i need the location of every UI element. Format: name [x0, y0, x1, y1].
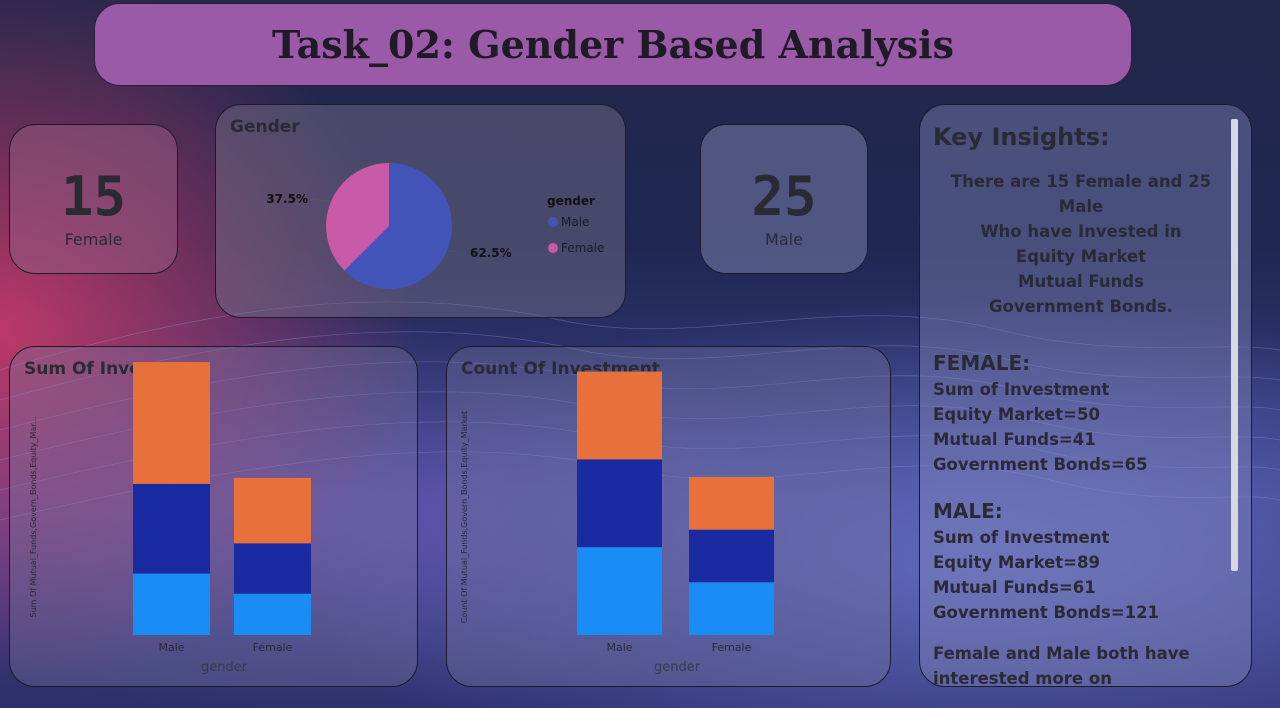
- insights-footer-line: interested more on Government: [933, 669, 1112, 687]
- insights-intro-line: Who have Invested in: [980, 222, 1182, 241]
- female-insight-line: Equity Market=50: [933, 405, 1100, 424]
- male-insight-line: Equity Market=89: [933, 553, 1100, 572]
- male-count-label: Male: [765, 230, 803, 249]
- male-insight-line: Government Bonds=121: [933, 603, 1160, 622]
- insights-intro-line: Mutual Funds: [1018, 272, 1144, 291]
- pie-slice-female[interactable]: [326, 163, 389, 271]
- bar-segment-equity-male[interactable]: [133, 573, 210, 635]
- count-investment-bar-chart: Male Female gender Count Of Mutual_Funds,Go…: [460, 371, 774, 675]
- sum-investment-bar-chart: Male Female gender Sum Of Mutual_Funds,Gove…: [29, 362, 311, 675]
- x-tick-label: Female: [253, 641, 293, 654]
- x-tick-label: Female: [712, 641, 752, 654]
- female-insight-line: Mutual Funds=41: [933, 430, 1096, 449]
- pie-legend-item[interactable]: Male: [561, 215, 589, 229]
- male-insight-line: Mutual Funds=61: [933, 578, 1096, 597]
- female-insight-line: Sum of Investment: [933, 380, 1110, 399]
- pie-slice-male[interactable]: [344, 163, 452, 289]
- title-banner: Task_02: Gender Based Analysis: [94, 3, 1132, 86]
- bar-segment-bonds-male[interactable]: [133, 362, 210, 484]
- insights-intro-line: Equity Market: [1015, 247, 1147, 266]
- insights-footer-line: Female and Male both have: [933, 644, 1190, 663]
- bar-segment-mutual-male[interactable]: [133, 483, 210, 574]
- y-axis-title: Count Of Mutual_Funds,Govern_Bonds,Equit…: [460, 411, 469, 623]
- male-section-heading: MALE:: [933, 499, 1003, 523]
- female-count-card[interactable]: 15 Female: [9, 124, 178, 274]
- pie-chart-title: Gender: [230, 117, 300, 137]
- gender-pie-chart: 62.5% 37.5% gender Male Female: [266, 163, 604, 289]
- male-insight-line: Sum of Investment: [933, 528, 1110, 547]
- male-count-card[interactable]: 25 Male: [700, 124, 868, 274]
- male-count-value: 25: [751, 165, 817, 228]
- insights-scrollbar[interactable]: [1231, 119, 1238, 571]
- pie-legend-item[interactable]: Female: [561, 241, 604, 255]
- count-investment-panel[interactable]: Count Of Investment Male Female gender Coun…: [446, 346, 891, 687]
- insights-footer: Female and Male both have interested mor…: [933, 641, 1229, 687]
- female-section-heading: FEMALE:: [933, 351, 1031, 375]
- bar-segment-bonds-male[interactable]: [577, 371, 662, 460]
- pie-data-label: 62.5%: [470, 246, 512, 260]
- pie-leader-line: [311, 198, 330, 202]
- x-tick-label: Male: [606, 641, 632, 654]
- bar-segment-equity-male[interactable]: [577, 547, 662, 635]
- gender-pie-panel[interactable]: Gender 62.5% 37.5% gender Male Female: [215, 104, 626, 318]
- x-tick-label: Male: [158, 641, 184, 654]
- sum-investment-panel[interactable]: Sum Of Investment Male Female gender Sum Of…: [9, 346, 418, 687]
- insights-intro-line: Government Bonds.: [988, 297, 1174, 316]
- insights-intro: There are 15 Female and 25 Male Who have…: [933, 169, 1229, 319]
- pie-data-label: 37.5%: [266, 192, 308, 206]
- insights-title: Key Insights:: [933, 123, 1110, 151]
- legend-swatch: [548, 217, 558, 227]
- bar-segment-mutual-male[interactable]: [577, 459, 662, 548]
- y-axis-title: Sum Of Mutual_Funds,Govern_Bonds,Equity_…: [29, 416, 38, 617]
- bar-segment-bonds-female[interactable]: [689, 476, 774, 530]
- bar-segment-equity-female[interactable]: [234, 593, 311, 635]
- bar-segment-mutual-female[interactable]: [234, 543, 311, 594]
- female-insight-line: Government Bonds=65: [933, 455, 1148, 474]
- pie-legend-title: gender: [547, 194, 595, 208]
- key-insights-panel[interactable]: Key Insights: There are 15 Female and 25…: [919, 104, 1252, 687]
- bar-segment-bonds-female[interactable]: [234, 477, 311, 544]
- female-count-label: Female: [64, 230, 123, 249]
- bar-segment-mutual-female[interactable]: [689, 529, 774, 583]
- female-count-value: 15: [60, 165, 127, 228]
- x-axis-title: gender: [201, 660, 248, 675]
- x-axis-title: gender: [654, 660, 701, 675]
- bar-segment-equity-female[interactable]: [689, 582, 774, 635]
- page-title: Task_02: Gender Based Analysis: [272, 22, 954, 67]
- insights-intro-line: There are 15 Female and 25 Male: [950, 172, 1212, 216]
- legend-swatch: [548, 243, 558, 253]
